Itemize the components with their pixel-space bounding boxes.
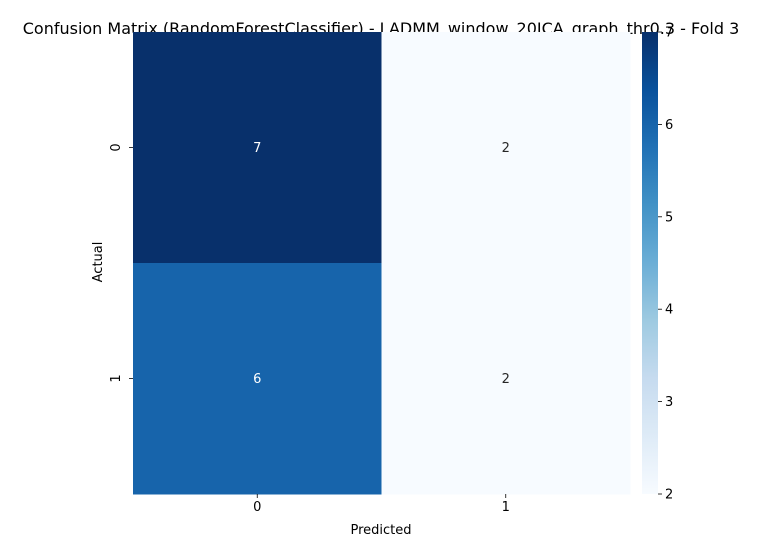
colorbar-tick-label: 4 xyxy=(665,303,673,318)
colorbar-tick-label: 2 xyxy=(665,488,673,503)
colorbar-tick-label: 7 xyxy=(665,26,673,41)
y-axis-label: Actual xyxy=(91,242,106,283)
heatmap-cell-r0-c0 xyxy=(133,32,382,264)
colorbar xyxy=(642,32,658,494)
colorbar-tick-label: 5 xyxy=(665,210,673,225)
cell-value-r0-c0: 7 xyxy=(253,141,261,156)
colorbar-ticks: 2 3 4 5 6 7 xyxy=(658,26,673,503)
y-tick-label: 1 xyxy=(109,374,124,382)
cell-value-r1-c1: 2 xyxy=(502,372,510,387)
cell-value-r1-c0: 6 xyxy=(253,372,261,387)
x-tick-label: 0 xyxy=(253,500,261,515)
heatmap-cell-r1-c0 xyxy=(133,263,382,495)
cell-annotations: 7 2 6 2 xyxy=(253,141,510,387)
heatmap-cell-r1-c1 xyxy=(381,263,631,495)
y-axis-ticks: 01 xyxy=(109,143,133,383)
cell-value-r0-c1: 2 xyxy=(502,141,510,156)
colorbar-tick-label: 6 xyxy=(665,118,673,133)
colorbar-tick-label: 3 xyxy=(665,395,673,410)
heatmap-cell-r0-c1 xyxy=(381,32,631,264)
x-tick-label: 1 xyxy=(502,500,510,515)
x-axis-label: Predicted xyxy=(350,523,411,538)
heatmap-cells xyxy=(133,32,631,495)
y-tick-label: 0 xyxy=(109,143,124,151)
